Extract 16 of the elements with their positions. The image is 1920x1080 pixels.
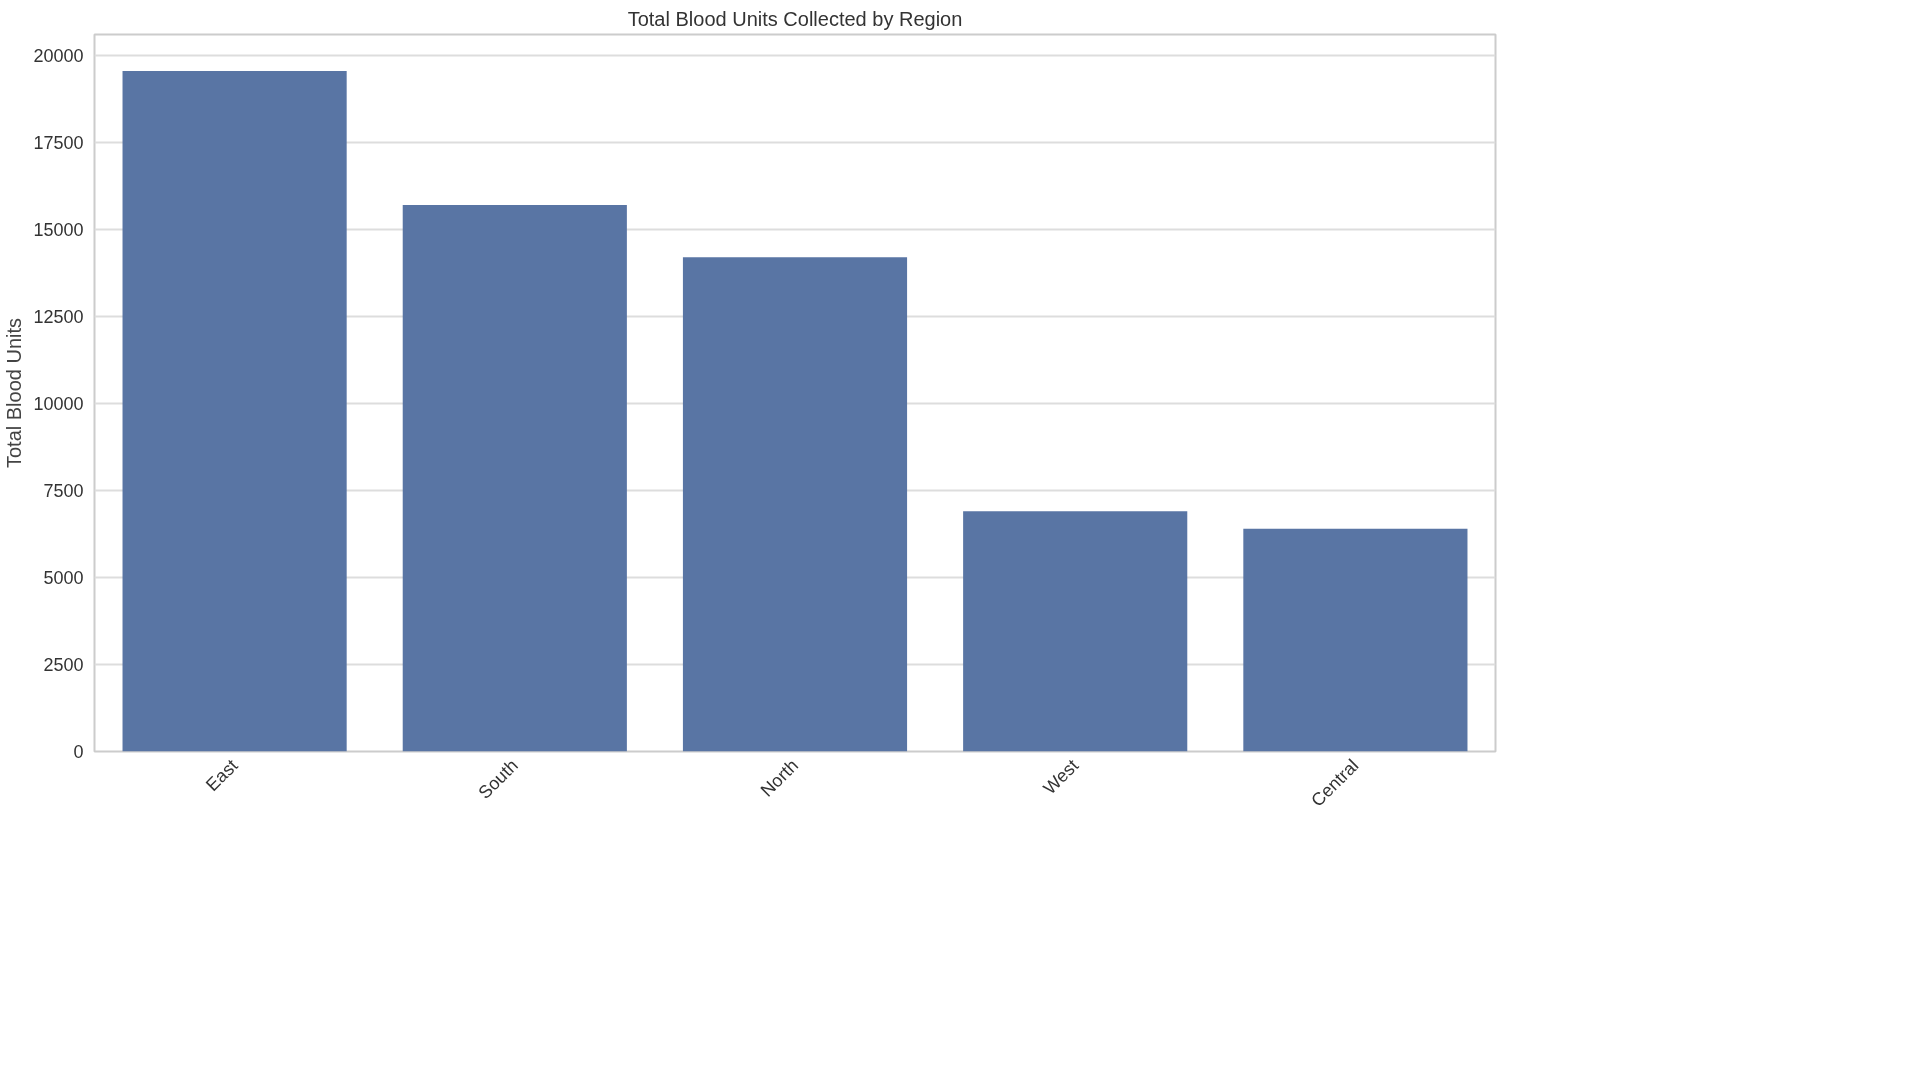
y-tick-label: 15000 — [33, 219, 84, 240]
chart-title: Total Blood Units Collected by Region — [627, 7, 963, 30]
y-axis-title: Total Blood Units — [3, 317, 26, 469]
y-tick-label: 17500 — [33, 132, 84, 153]
y-tick-label: 20000 — [33, 45, 84, 66]
y-tick-label: 5000 — [43, 567, 84, 588]
bar — [963, 511, 1188, 752]
y-tick-label: 2500 — [43, 654, 84, 675]
y-tick-label: 12500 — [33, 306, 84, 327]
bar — [682, 257, 908, 752]
bar — [1243, 528, 1468, 752]
y-tick-label: 10000 — [33, 393, 84, 414]
bar — [402, 205, 627, 752]
y-tick-label: 0 — [73, 742, 84, 762]
y-tick-label: 7500 — [43, 480, 84, 501]
bar — [122, 71, 347, 752]
